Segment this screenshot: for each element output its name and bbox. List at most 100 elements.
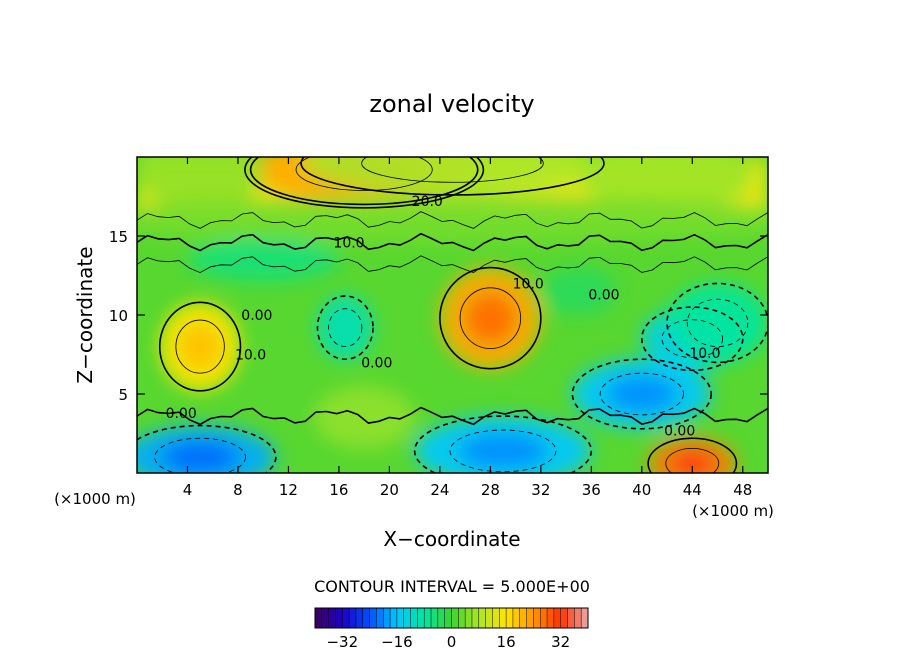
colorbar-cell [547, 608, 555, 628]
contour-label: 0.00 [361, 355, 392, 371]
velocity-field [137, 157, 768, 473]
contour-interval-label: CONTOUR INTERVAL = 5.000E+00 [314, 577, 590, 596]
contour-label: 10.0 [689, 346, 720, 362]
contour-line [137, 232, 768, 252]
colorbar-cell [444, 608, 452, 628]
colorbar-cell [451, 608, 459, 628]
contour-line [244, 157, 485, 209]
contour-line [459, 287, 522, 349]
contour-line [137, 424, 277, 473]
colorbar-tick-label: −16 [381, 633, 413, 651]
colorbar-cell [437, 608, 446, 628]
colorbar-cell [376, 608, 384, 628]
x-tick-label: 12 [279, 481, 298, 499]
field-blob [540, 267, 617, 315]
y-axis-ticks: 5 10 15 [109, 228, 768, 404]
colorbar-cell [512, 608, 521, 628]
colorbar-cell [410, 608, 418, 628]
contour-line [316, 295, 374, 361]
field-blob-core [670, 450, 715, 473]
colorbar-cell [478, 608, 487, 628]
contour-line-group [137, 157, 768, 473]
colorbar-cell [342, 608, 350, 628]
colorbar-cell [321, 608, 330, 628]
contour-label: 0.00 [664, 423, 695, 439]
colorbar-cell [471, 608, 480, 628]
contour-line [449, 429, 557, 473]
contour-line [641, 306, 744, 372]
x-tick-label: 28 [481, 481, 500, 499]
contour-label: 0.00 [588, 287, 619, 303]
x-tick-label: 48 [733, 481, 752, 499]
colorbar-cell [485, 608, 493, 628]
x-unit-label-left: (×1000 m) [54, 490, 136, 508]
contour-line [249, 157, 479, 206]
colorbar-cell [519, 608, 528, 628]
field-blob-core [607, 376, 677, 412]
colorbar-cell [362, 608, 371, 628]
colorbar-cell [335, 608, 343, 628]
x-tick-label: 32 [531, 481, 550, 499]
contour-line [328, 308, 363, 348]
contour-line [154, 437, 246, 473]
contour-line [413, 415, 593, 473]
contour-line [137, 211, 768, 229]
colorbar-cell [417, 608, 425, 628]
field-blob-core [179, 324, 221, 369]
colorbar-cell [390, 608, 398, 628]
colorbar-cells [314, 608, 589, 628]
field-blob [317, 296, 373, 360]
field-blob [137, 157, 264, 213]
colorbar-cell [567, 608, 575, 628]
contour-line [665, 447, 720, 473]
y-axis-label: Z−coordinate [73, 246, 97, 383]
colorbar-cell [526, 608, 534, 628]
colorbar-cell [328, 608, 336, 628]
contour-label: 10.0 [513, 276, 544, 292]
contour-label: 20.0 [412, 194, 443, 210]
contour-line [175, 319, 225, 374]
colorbar-cell [465, 608, 473, 628]
contour-line [158, 301, 242, 392]
colorbar-cell [369, 608, 377, 628]
contour-line [295, 157, 433, 191]
x-tick-label: 4 [183, 481, 193, 499]
contour-line [439, 266, 542, 370]
field-blob-core [458, 433, 548, 469]
colorbar-cell [533, 608, 541, 628]
colorbar-cell [553, 608, 562, 628]
colorbar-cell [355, 608, 364, 628]
colorbar-cell [540, 608, 548, 628]
contour-line [137, 406, 768, 426]
chart-title: zonal velocity [369, 90, 534, 118]
contour-line [661, 319, 723, 359]
colorbar-cell [458, 608, 466, 628]
contour-label: 10.0 [235, 348, 266, 364]
colorbar-ticks: −32 −16 0 16 32 [326, 633, 570, 651]
colorbar-cell [431, 608, 439, 628]
colorbar-cell [349, 608, 357, 628]
contour-line [686, 298, 749, 347]
colorbar-tick-label: 16 [497, 633, 516, 651]
field-blob [301, 157, 604, 195]
colorbar-cell [315, 608, 323, 628]
contour-label-group: 20.0 10.0 0.00 10.0 0.00 0.00 10.0 0.00 10.0 0.00 [166, 194, 721, 439]
colorbar-frame [314, 607, 589, 629]
x-tick-label: 24 [430, 481, 449, 499]
x-tick-label: 36 [582, 481, 601, 499]
field-blob [578, 157, 756, 213]
colorbar-cell [396, 608, 405, 628]
contour-label: 0.00 [241, 308, 272, 324]
contour-line [137, 255, 768, 274]
colorbar-cell [581, 608, 589, 628]
x-tick-label: 16 [329, 481, 348, 499]
colorbar-cell [560, 608, 569, 628]
x-tick-label: 44 [683, 481, 702, 499]
x-axis-label: X−coordinate [383, 527, 520, 551]
contour-line [599, 372, 684, 416]
contour-line [647, 437, 738, 473]
colorbar-cell [424, 608, 432, 628]
y-tick-label: 10 [109, 307, 128, 325]
colorbar-tick-label: 0 [447, 633, 457, 651]
